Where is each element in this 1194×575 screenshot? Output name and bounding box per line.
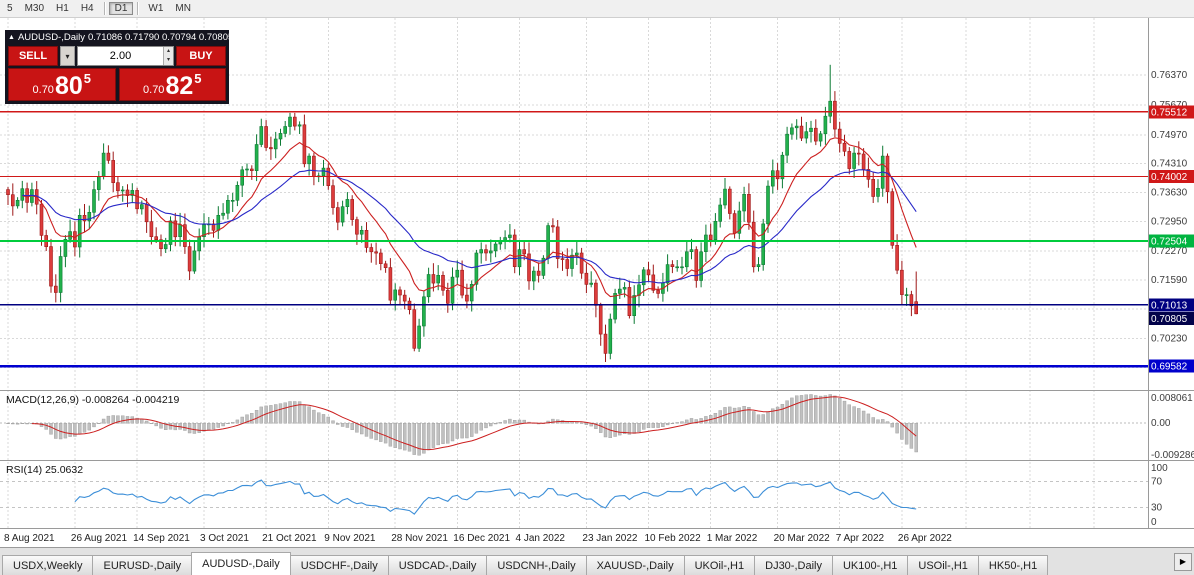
svg-text:0.00: 0.00 xyxy=(1151,418,1171,429)
svg-text:0.72504: 0.72504 xyxy=(1151,236,1188,247)
volume-decrease-button[interactable]: ▾ xyxy=(163,56,173,65)
svg-text:26 Apr 2022: 26 Apr 2022 xyxy=(898,533,952,544)
tabs-scroll-right-button[interactable]: ▶ xyxy=(1174,553,1192,571)
tab-eurusd-daily[interactable]: EURUSD-,Daily xyxy=(92,555,193,575)
chart-title-bar: ▲ AUDUSD-,Daily 0.71086 0.71790 0.70794 … xyxy=(5,30,229,44)
svg-text:0.71590: 0.71590 xyxy=(1151,275,1188,286)
chart-symbol-label: AUDUSD-,Daily xyxy=(17,31,85,43)
trade-prices-row: 0.70 80 5 0.70 82 5 xyxy=(5,68,229,101)
tab-dj30-daily[interactable]: DJ30-,Daily xyxy=(754,555,833,575)
one-click-trading-panel: ▲ AUDUSD-,Daily 0.71086 0.71790 0.70794 … xyxy=(5,30,229,104)
chart-window: 0.763700.756700.749700.743100.736300.729… xyxy=(0,18,1194,547)
tab-hk50-h1[interactable]: HK50-,H1 xyxy=(977,555,1049,575)
svg-text:21 Oct 2021: 21 Oct 2021 xyxy=(262,533,317,544)
trade-buttons-row: SELL ▾ ▴ ▾ BUY xyxy=(5,44,229,68)
svg-text:7 Apr 2022: 7 Apr 2022 xyxy=(836,533,885,544)
svg-text:0.74002: 0.74002 xyxy=(1151,172,1188,183)
svg-text:10 Feb 2022: 10 Feb 2022 xyxy=(645,533,702,544)
volume-input[interactable] xyxy=(77,46,174,66)
trade-options-button[interactable]: ▾ xyxy=(60,46,75,66)
tab-usdchf-daily[interactable]: USDCHF-,Daily xyxy=(289,555,389,575)
svg-text:0: 0 xyxy=(1151,517,1157,528)
svg-text:0.008061: 0.008061 xyxy=(1151,393,1193,404)
tab-audusd-daily[interactable]: AUDUSD-,Daily xyxy=(191,552,291,575)
svg-text:16 Dec 2021: 16 Dec 2021 xyxy=(453,533,510,544)
timeframe-button-h1[interactable]: H1 xyxy=(56,3,69,14)
volume-increase-button[interactable]: ▴ xyxy=(163,47,173,56)
chart-canvas[interactable]: 0.763700.756700.749700.743100.736300.729… xyxy=(0,18,1194,547)
svg-text:0.73630: 0.73630 xyxy=(1151,188,1188,199)
svg-text:14 Sep 2021: 14 Sep 2021 xyxy=(133,533,190,544)
volume-spinner: ▴ ▾ xyxy=(163,47,173,65)
svg-text:70: 70 xyxy=(1151,477,1163,488)
buy-price-prefix: 0.70 xyxy=(143,84,165,96)
timeframe-button-mn[interactable]: MN xyxy=(175,3,191,14)
tab-usdcnh-daily[interactable]: USDCNH-,Daily xyxy=(486,555,587,575)
chart-ohlc-values: 0.71086 0.71790 0.70794 0.70805 xyxy=(87,31,229,43)
timeframe-button-h4[interactable]: H4 xyxy=(80,3,94,14)
timeframe-button-5[interactable]: 5 xyxy=(7,3,13,14)
chevron-down-icon: ▾ xyxy=(65,51,70,61)
svg-text:28 Nov 2021: 28 Nov 2021 xyxy=(391,533,448,544)
svg-text:0.71013: 0.71013 xyxy=(1151,300,1188,311)
tab-ukoil-h1[interactable]: UKOil-,H1 xyxy=(683,555,756,575)
chart-tabs-bar: USDX,Weekly EURUSD-,Daily AUDUSD-,Daily USD… xyxy=(0,547,1194,575)
sell-price-big: 80 xyxy=(54,72,83,100)
chart-window-icon: ▲ xyxy=(8,33,15,41)
svg-text:3 Oct 2021: 3 Oct 2021 xyxy=(200,533,249,544)
svg-text:0.72270: 0.72270 xyxy=(1151,246,1188,257)
svg-text:23 Jan 2022: 23 Jan 2022 xyxy=(582,533,637,544)
svg-text:8 Aug 2021: 8 Aug 2021 xyxy=(4,533,55,544)
svg-text:20 Mar 2022: 20 Mar 2022 xyxy=(774,533,831,544)
tab-usdcad-daily[interactable]: USDCAD-,Daily xyxy=(387,555,488,575)
svg-text:0.72950: 0.72950 xyxy=(1151,217,1188,228)
svg-text:-0.009286: -0.009286 xyxy=(1151,450,1194,461)
svg-text:MACD(12,26,9) -0.008264 -0.004: MACD(12,26,9) -0.008264 -0.004219 xyxy=(6,394,180,406)
sell-button[interactable]: SELL xyxy=(8,46,58,66)
svg-text:100: 100 xyxy=(1151,463,1168,474)
timeframe-toolbar: 5 M30 H1 H4 D1 W1 MN xyxy=(0,0,1194,18)
svg-text:0.74970: 0.74970 xyxy=(1151,130,1188,141)
svg-text:0.74310: 0.74310 xyxy=(1151,158,1188,169)
svg-text:9 Nov 2021: 9 Nov 2021 xyxy=(324,533,376,544)
svg-text:1 Mar 2022: 1 Mar 2022 xyxy=(707,533,758,544)
svg-text:RSI(14) 25.0632: RSI(14) 25.0632 xyxy=(6,464,83,476)
buy-button[interactable]: BUY xyxy=(176,46,226,66)
svg-text:0.70805: 0.70805 xyxy=(1151,314,1188,325)
svg-text:30: 30 xyxy=(1151,503,1163,514)
tab-usoil-h1[interactable]: USOil-,H1 xyxy=(907,555,979,575)
buy-price-sup: 5 xyxy=(194,71,202,86)
tab-xauusd-daily[interactable]: XAUUSD-,Daily xyxy=(585,555,685,575)
timeframe-button-d1[interactable]: D1 xyxy=(108,2,134,15)
buy-price-button[interactable]: 0.70 82 5 xyxy=(118,68,226,101)
svg-text:0.70230: 0.70230 xyxy=(1151,333,1188,344)
sell-price-button[interactable]: 0.70 80 5 xyxy=(8,68,116,101)
tab-uk100-h1[interactable]: UK100-,H1 xyxy=(831,555,909,575)
svg-text:26 Aug 2021: 26 Aug 2021 xyxy=(71,533,128,544)
sell-price-prefix: 0.70 xyxy=(32,84,54,96)
toolbar-separator xyxy=(137,2,139,15)
timeframe-button-w1[interactable]: W1 xyxy=(148,3,164,14)
tab-usdx-weekly[interactable]: USDX,Weekly xyxy=(2,555,94,575)
svg-text:0.69582: 0.69582 xyxy=(1151,362,1188,373)
svg-text:0.76370: 0.76370 xyxy=(1151,70,1188,81)
sell-price-sup: 5 xyxy=(83,71,91,86)
buy-price-big: 82 xyxy=(165,72,194,100)
toolbar-separator xyxy=(103,2,105,15)
timeframe-button-m30[interactable]: M30 xyxy=(24,3,45,14)
svg-text:4 Jan 2022: 4 Jan 2022 xyxy=(516,533,566,544)
svg-text:0.75512: 0.75512 xyxy=(1151,107,1188,118)
volume-field-wrapper: ▴ ▾ xyxy=(77,46,174,66)
